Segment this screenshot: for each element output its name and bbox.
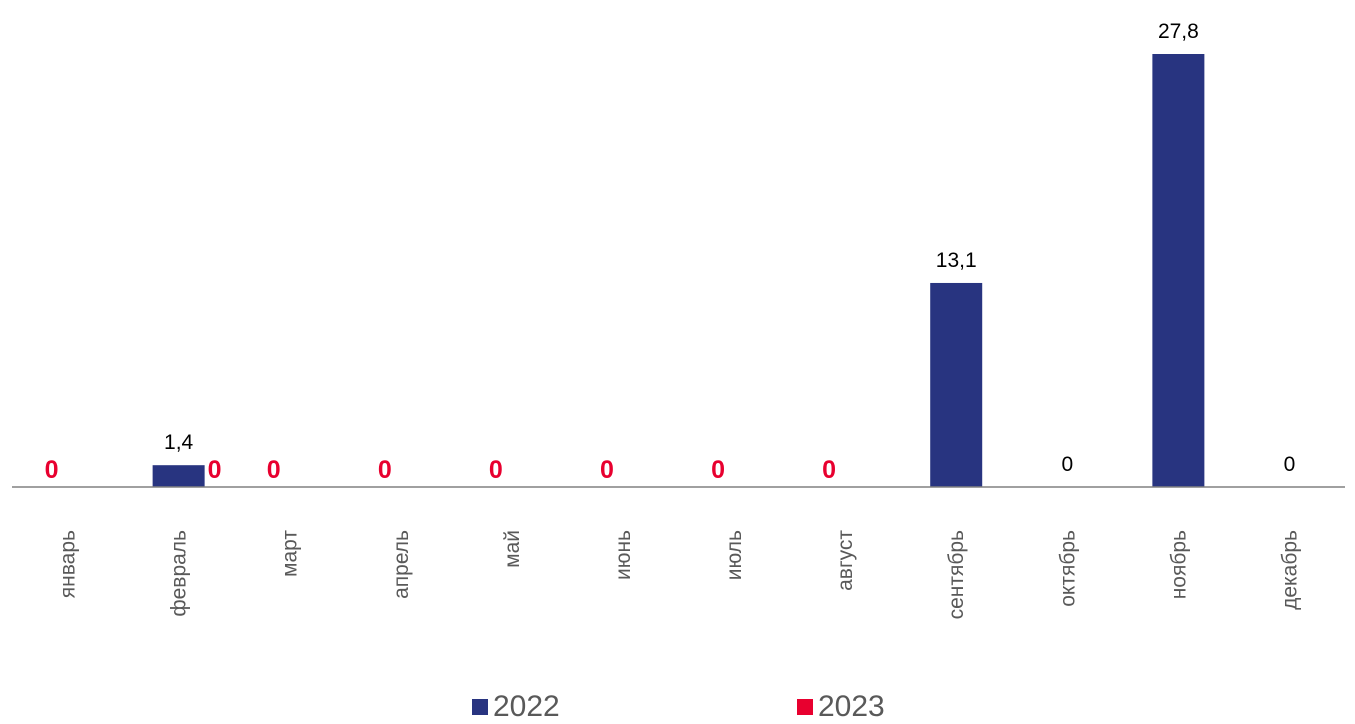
legend-label-2023: 2023 [818,690,885,723]
bar-2022-1 [152,465,205,487]
x-tick-label-8: сентябрь [945,530,968,619]
data-label-2022-8: 13,1 [936,249,977,272]
data-label-2023-5: 0 [600,456,614,484]
x-tick-label-9: октябрь [1056,530,1079,607]
x-tick-label-7: август [834,530,857,591]
legend-label-2022: 2022 [493,690,560,723]
data-label-2022-10: 27,8 [1158,20,1199,43]
x-tick-label-1: февраль [168,530,191,617]
x-tick-label-5: июнь [612,530,635,580]
data-label-2022-1: 1,4 [164,431,194,454]
legend-swatch-2022 [472,699,488,715]
x-tick-label-2: март [279,530,302,577]
x-tick-label-10: ноябрь [1167,530,1190,599]
data-label-2023-2: 0 [267,456,281,484]
data-label-2023-0: 0 [45,456,59,484]
x-tick-label-3: апрель [390,530,413,599]
data-label-2023-6: 0 [711,456,725,484]
data-label-2023-7: 0 [822,456,836,484]
data-label-2023-3: 0 [378,456,392,484]
x-tick-label-0: январь [57,530,80,598]
bar-2022-10 [1152,54,1205,487]
data-label-2023-4: 0 [489,456,503,484]
legend-swatch-2023 [797,699,813,715]
x-tick-label-6: июль [723,530,746,580]
data-label-2023-1: 0 [208,456,222,484]
bar-chart: 0 январь 1,4 0 февраль 0 март 0 апрель 0 май 0 июнь 0… [12,20,1345,619]
data-label-2022-9: 0 [1061,453,1073,476]
data-label-2022-11: 0 [1284,453,1296,476]
legend: 2022 [472,690,560,723]
bar-2022-8 [930,282,983,487]
legend-2023: 2023 [797,690,885,723]
x-tick-label-11: декабрь [1278,530,1301,610]
x-tick-label-4: май [501,530,524,568]
